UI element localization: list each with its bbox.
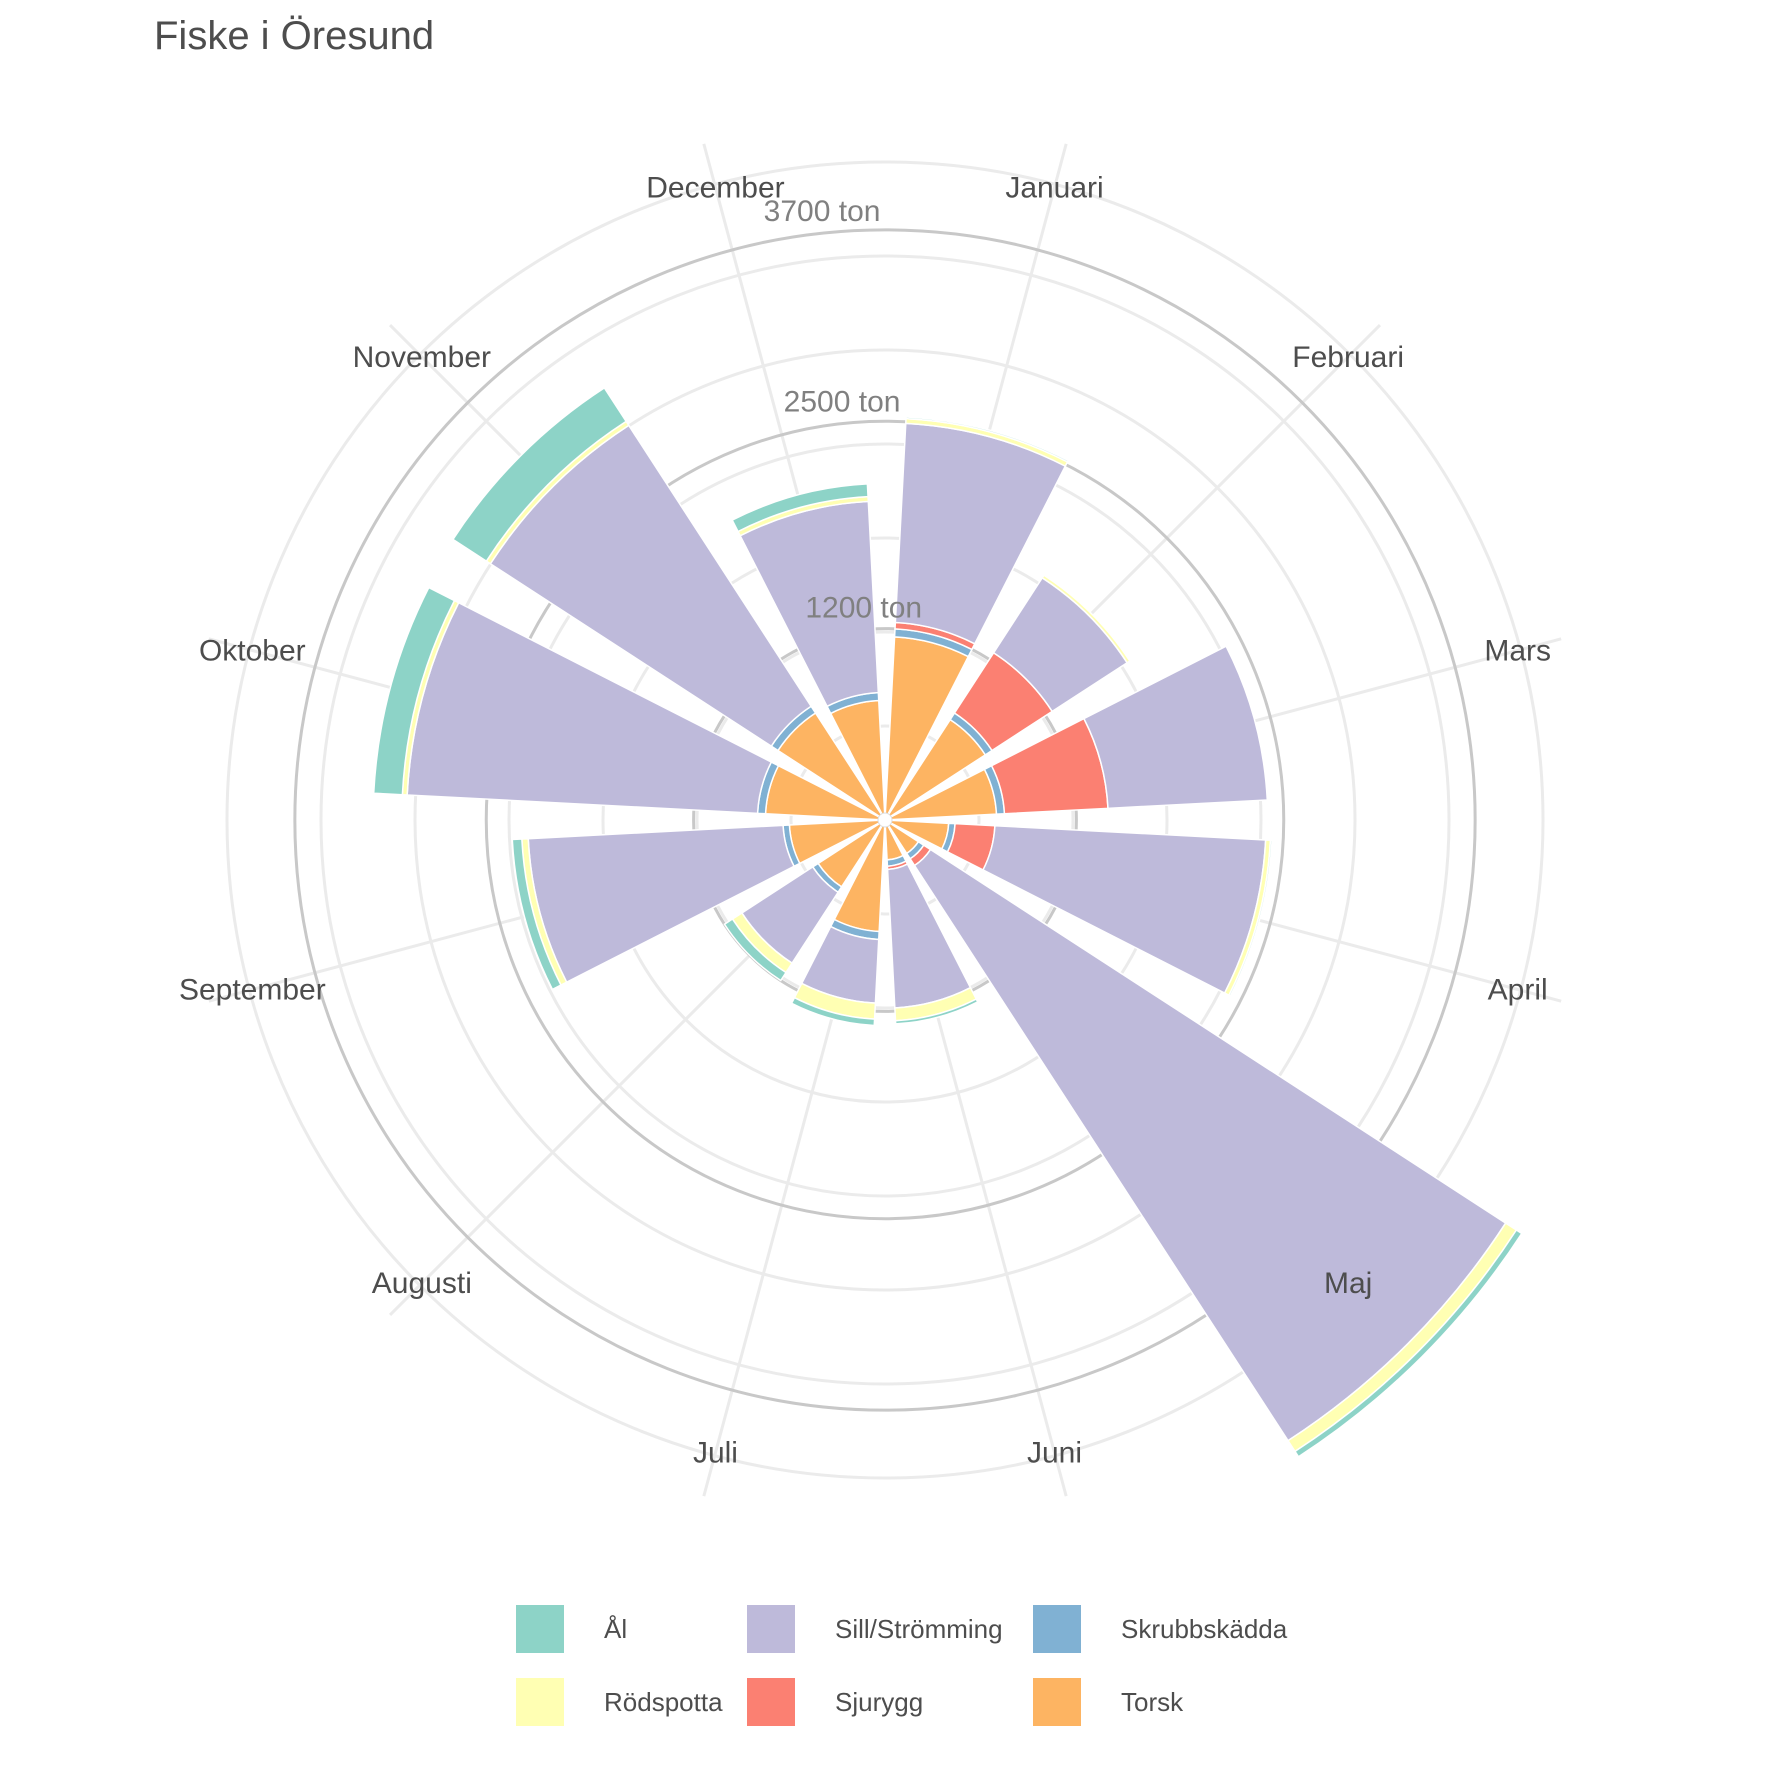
radial-tick-label: 3700 ton — [764, 195, 881, 228]
major-grid-circle — [293, 228, 1477, 1412]
legend-item: Ål — [516, 1603, 627, 1655]
bar-segment-ål-april — [1227, 839, 1273, 997]
legend-swatch — [747, 1605, 795, 1653]
legend-item: Torsk — [1033, 1676, 1183, 1728]
month-label-mars: Mars — [1484, 634, 1551, 667]
minor-grid-circle — [507, 442, 1263, 1198]
radial-tick-label: 2500 ton — [784, 386, 901, 419]
month-label-april: April — [1488, 974, 1548, 1007]
labels-layer: 1200 ton 2500 ton 3700 ton Januari Februari M… — [179, 171, 1551, 1469]
month-label-maj: Maj — [1324, 1267, 1372, 1300]
bar-segment-ål-juli — [790, 996, 876, 1027]
legend-item: Rödspotta — [516, 1676, 723, 1728]
center-dot — [877, 812, 893, 828]
bar-segment-ål-november — [451, 386, 628, 563]
bars-layer — [372, 386, 1523, 1458]
bar-segment-ål-september — [511, 838, 562, 991]
legend-label: Torsk — [1121, 1686, 1184, 1717]
legend-swatch — [1033, 1678, 1081, 1726]
major-grid-circle — [484, 419, 1286, 1221]
month-label-november: November — [353, 341, 491, 374]
month-label-februari: Februari — [1292, 341, 1404, 374]
legend-item: Sill/Strömming — [747, 1603, 1003, 1655]
month-label-januari: Januari — [1005, 171, 1103, 204]
minor-grid-circle — [225, 160, 1545, 1480]
month-label-september: September — [179, 974, 326, 1007]
bar-segment-rödspotta-februari — [1041, 574, 1131, 664]
bar-segment-ål-december — [731, 483, 869, 533]
bar-segment-ål-januari — [905, 416, 1070, 463]
legend-item: Skrubbskädda — [1033, 1603, 1287, 1655]
legend-item: Sjurygg — [747, 1676, 923, 1728]
bar-segment-ål-augusti — [723, 917, 788, 982]
bar-segment-ål-juni — [894, 998, 979, 1025]
bar-segment-ål-maj — [1293, 1228, 1523, 1458]
minor-grid-circle — [413, 348, 1357, 1292]
minor-grid-circle — [601, 536, 1169, 1104]
legend-swatch — [516, 1605, 564, 1653]
month-label-juni: Juni — [1027, 1437, 1082, 1470]
month-label-juli: Juli — [693, 1437, 738, 1470]
legend-swatch — [1033, 1605, 1081, 1653]
legend: Ål Rödspotta Sill/Strömming Sjurygg Skrubbsk… — [500, 1598, 1300, 1748]
radial-tick-label: 1200 ton — [805, 592, 922, 625]
minor-grid-circle — [789, 724, 981, 916]
legend-swatch — [747, 1678, 795, 1726]
legend-label: Skrubbskädda — [1121, 1613, 1288, 1644]
legend-label: Sill/Strömming — [835, 1613, 1003, 1644]
legend-label: Rödspotta — [604, 1686, 723, 1717]
month-label-oktober: Oktober — [199, 634, 306, 667]
minor-grid-circle — [695, 630, 1075, 1010]
major-grid-circle — [692, 627, 1078, 1013]
legend-label: Ål — [604, 1613, 628, 1644]
minor-grid-circle — [319, 254, 1451, 1386]
chart-title: Fiske i Öresund — [154, 14, 435, 58]
month-label-december: December — [646, 171, 784, 204]
legend-label: Sjurygg — [835, 1686, 924, 1717]
bar-segment-sill-strömming-mars — [1082, 645, 1269, 810]
bar-segment-ål-oktober — [372, 586, 456, 796]
month-label-augusti: Augusti — [372, 1267, 472, 1300]
legend-swatch — [516, 1678, 564, 1726]
